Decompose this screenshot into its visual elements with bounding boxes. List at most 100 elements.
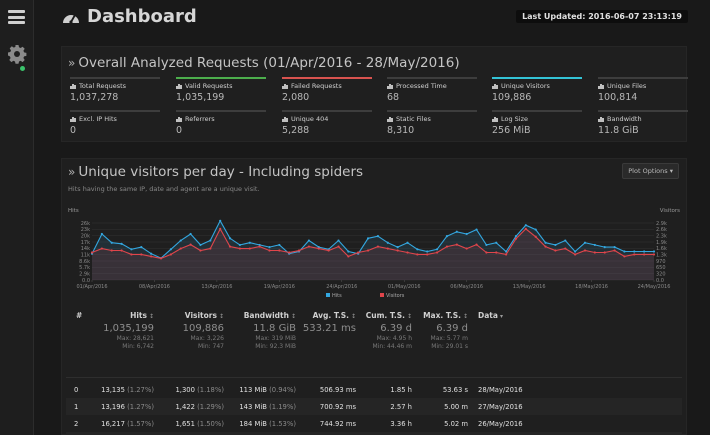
sidebar (0, 0, 34, 435)
metric-value: 0 (176, 125, 183, 136)
data-point-hits (623, 250, 626, 253)
table-row[interactable]: 316,086 (1.55%)1,518 (1.38%)180 MiB (1.5… (66, 432, 682, 435)
metric-card: Total Requests 1,037,278 (70, 77, 160, 105)
sort-icon[interactable]: ↕ (218, 313, 224, 320)
visitors-chart: Hits Visitors 26k 2.9k 23k 2.6k 20k 2.3k 17k 1.9k… (68, 208, 680, 299)
left-tick-label: 0.0 (82, 278, 90, 284)
table-row[interactable]: 0 13,135 (1.27%) 1,300 (1.18%) 113 MiB (0.9… (74, 386, 523, 394)
column-header-cum-ts[interactable]: Cum. T.S. ↕ (365, 311, 412, 320)
metric-label: Valid Requests (185, 82, 233, 90)
last-updated-label: Last Updated: 2016-06-07 23:13:19 (516, 10, 688, 23)
right-tick-label: 1.6k (656, 246, 667, 252)
data-point-hits (652, 250, 656, 253)
legend-label: Visitors (386, 293, 405, 299)
data-point-visitors (179, 247, 182, 250)
metric-label: Failed Requests (291, 82, 342, 90)
data-point-hits (593, 243, 596, 247)
x-tick-label: 08/Apr/2016 (139, 284, 170, 290)
legend-label: Hits (332, 293, 342, 299)
data-point-visitors (376, 245, 380, 248)
data-point-hits (603, 246, 606, 249)
data-point-visitors (258, 245, 261, 248)
x-tick-label: 01/May/2016 (388, 284, 421, 290)
column-header-hits[interactable]: Hits ↕ (130, 311, 154, 320)
metric-card: Log Size 256 MiB (492, 110, 582, 138)
sort-icon[interactable]: ↕ (406, 313, 412, 320)
column-header-idx[interactable]: # (76, 311, 83, 320)
data-point-visitors (426, 253, 429, 256)
table-row[interactable]: 2 16,217 (1.57%) 1,651 (1.50%) 184 MiB (1.5… (74, 420, 523, 428)
table-divider (66, 377, 682, 378)
metric-card: Failed Requests 2,080 (282, 77, 372, 105)
column-header-date[interactable]: Data ▾ (478, 311, 503, 320)
data-point-hits (209, 239, 212, 242)
table-row[interactable]: 1 13,196 (1.27%) 1,422 (1.29%) 143 MiB (1.1… (66, 398, 682, 415)
data-point-visitors (574, 253, 577, 256)
sort-icon[interactable]: ↕ (290, 313, 296, 320)
visitors-title-row: » Unique visitors per day - Including spi… (68, 164, 363, 180)
overall-title: Overall Analyzed Requests (01/Apr/2016 -… (78, 55, 460, 71)
column-header-visitors[interactable]: Visitors ↕ (184, 311, 224, 320)
bar-chart-icon (70, 83, 76, 89)
right-tick-label: 650 (656, 265, 666, 271)
data-point-hits (238, 243, 241, 247)
summary-hits: 1,035,199 Max: 28,621 Min: 6,742 (103, 323, 154, 350)
sort-icon[interactable]: ▾ (499, 313, 503, 320)
data-point-visitors (209, 247, 212, 250)
sort-icon[interactable]: ↕ (462, 313, 468, 320)
data-point-visitors (485, 251, 488, 254)
summary-avg-ts: 533.21 ms (302, 323, 356, 334)
left-tick-label: 8.6k (79, 259, 90, 265)
data-point-visitors (505, 253, 508, 256)
status-dot (20, 66, 25, 71)
data-point-hits (386, 241, 389, 244)
left-tick-label: 14k (81, 246, 90, 252)
chevron-right-icon[interactable]: » (68, 56, 76, 70)
metric-card: Unique Visitors 109,886 (492, 77, 582, 105)
right-tick-label: 1.3k (656, 252, 667, 258)
data-point-hits (583, 241, 587, 244)
data-point-visitors (140, 253, 143, 256)
right-tick-label: 1.9k (656, 240, 667, 246)
metric-label: Unique Files (607, 82, 647, 90)
data-point-visitors (583, 249, 587, 252)
data-point-hits (120, 242, 123, 245)
column-header-max-ts[interactable]: Max. T.S. ↕ (423, 311, 468, 320)
data-point-hits (110, 241, 113, 244)
chevron-right-icon[interactable]: » (68, 165, 76, 179)
data-point-visitors (593, 251, 596, 254)
x-tick-label: 24/May/2016 (638, 284, 671, 290)
plot-options-button[interactable]: Plot Options ▾ (622, 163, 679, 179)
x-tick-label: 13/Apr/2016 (201, 284, 232, 290)
menu-icon[interactable] (8, 10, 25, 24)
left-axis-label: Hits (68, 208, 79, 214)
metric-card: Excl. IP Hits 0 (70, 110, 160, 138)
series-line-visitors (91, 227, 654, 259)
sort-icon[interactable]: ↕ (148, 313, 154, 320)
data-point-hits (445, 235, 449, 238)
sort-icon[interactable]: ↕ (350, 313, 356, 320)
left-tick-label: 2.9k (79, 271, 90, 277)
summary-max-ts: 6.39 d Max: 5.77 m Min: 29.01 s (430, 323, 468, 350)
data-point-visitors (633, 253, 636, 256)
data-point-visitors (228, 245, 232, 248)
data-point-visitors (288, 251, 291, 254)
dashboard-title: Dashboard (87, 6, 197, 27)
right-axis-label: Visitors (660, 208, 680, 214)
bar-chart-icon (282, 116, 288, 122)
column-header-avg-ts[interactable]: Avg. T.S. ↕ (312, 311, 356, 320)
data-point-hits (643, 250, 646, 253)
data-point-visitors (495, 251, 498, 254)
data-point-visitors (652, 253, 656, 256)
bar-chart-icon (282, 83, 288, 89)
data-point-hits (140, 246, 143, 249)
data-point-hits (534, 228, 537, 231)
metric-label: Log Size (501, 115, 529, 123)
data-point-visitors (643, 253, 646, 256)
data-point-hits (613, 246, 616, 249)
gear-icon[interactable] (7, 44, 27, 64)
metric-card: Static Files 8,310 (387, 110, 477, 138)
column-header-bandwidth[interactable]: Bandwidth ↕ (243, 311, 296, 320)
table-header: # Hits ↕ Visitors ↕ Bandwidth ↕ Avg. T.S. ↕ Cum. … (62, 307, 686, 323)
data-point-visitors (455, 243, 458, 246)
